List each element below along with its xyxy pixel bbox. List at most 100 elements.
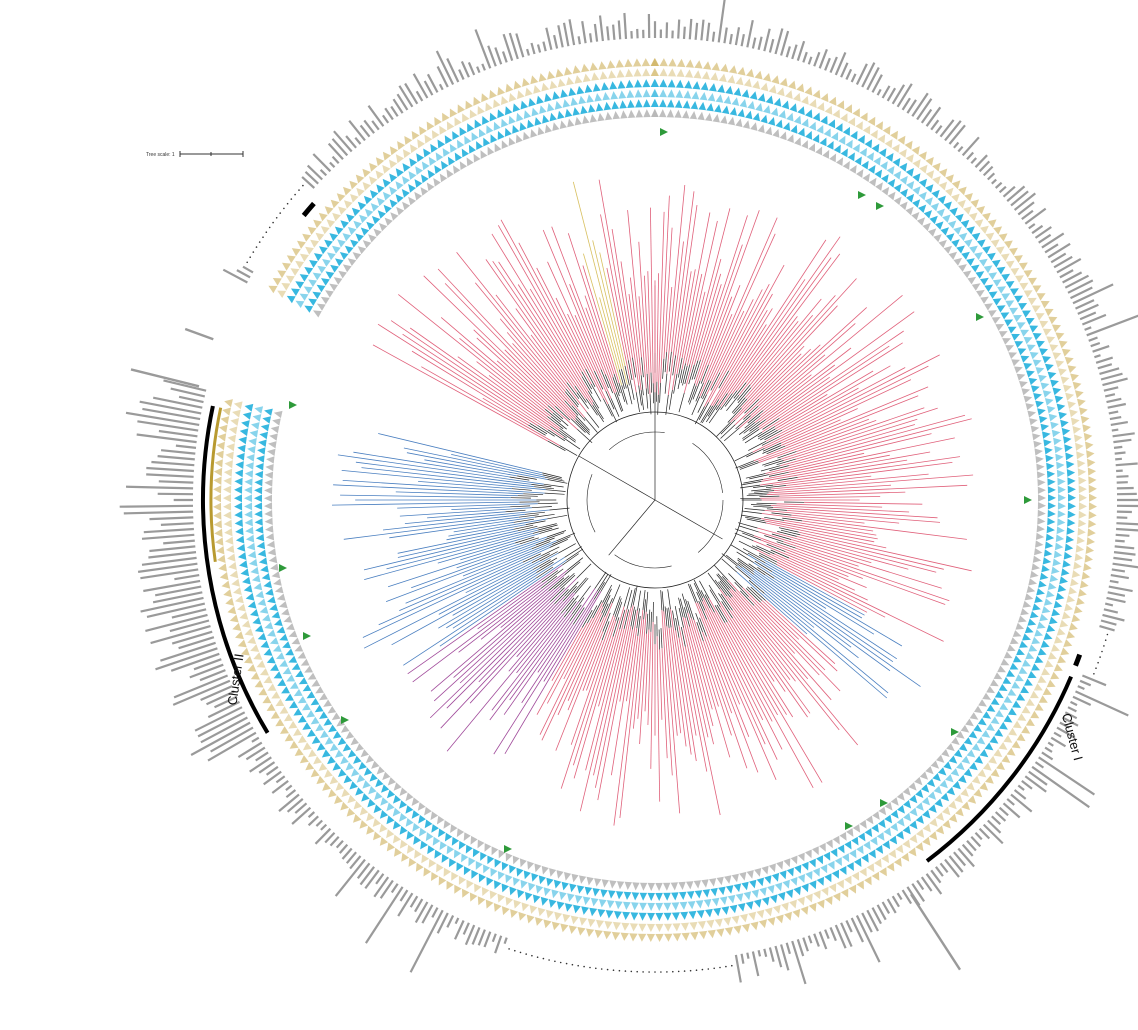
inner-branch bbox=[738, 422, 756, 435]
ring-triangle bbox=[363, 767, 373, 776]
ring-triangle bbox=[847, 117, 856, 127]
ring-triangle bbox=[969, 762, 978, 771]
ring-triangle bbox=[1035, 400, 1044, 408]
bar-mark bbox=[998, 185, 1007, 194]
ring-triangle bbox=[993, 748, 1003, 757]
ring-triangle bbox=[290, 268, 300, 276]
ring-triangle bbox=[822, 149, 830, 159]
ring-triangle bbox=[1072, 426, 1082, 434]
outer-bar-ring bbox=[119, 0, 1138, 985]
ring-triangle bbox=[996, 266, 1006, 275]
ring-triangle bbox=[973, 788, 983, 798]
inner-branch bbox=[629, 380, 635, 400]
tree-scale-label: Tree scale: 1 bbox=[146, 152, 175, 158]
ring-triangle bbox=[399, 825, 408, 835]
ring-triangle bbox=[990, 239, 1000, 248]
leaf-branch bbox=[795, 547, 950, 602]
ring-triangle bbox=[245, 526, 254, 535]
bar-mark bbox=[916, 98, 933, 121]
leaf-branch bbox=[776, 561, 886, 618]
inner-branch bbox=[720, 419, 736, 435]
bar-mark bbox=[970, 836, 982, 848]
ring-triangle bbox=[216, 546, 225, 555]
ring-triangle bbox=[274, 586, 284, 594]
ring-triangle bbox=[286, 255, 296, 264]
inner-branch bbox=[645, 591, 649, 612]
leaf-branch bbox=[595, 605, 634, 788]
ring-triangle bbox=[1031, 305, 1041, 313]
leaf-branch bbox=[340, 494, 511, 499]
leaf-branch bbox=[730, 588, 809, 680]
ring-triangle bbox=[293, 688, 303, 697]
bar-mark bbox=[1024, 207, 1047, 225]
ring-triangle bbox=[1061, 427, 1071, 436]
leaf-branch bbox=[409, 327, 551, 427]
ring-triangle bbox=[1043, 439, 1052, 447]
bar-mark bbox=[829, 56, 838, 74]
ring-triangle bbox=[1035, 313, 1045, 321]
inner-branch bbox=[534, 513, 555, 518]
ring-triangle bbox=[307, 729, 316, 737]
ring-triangle bbox=[425, 832, 434, 842]
leaf-branch bbox=[647, 631, 652, 726]
ring-triangle bbox=[497, 871, 505, 880]
ring-triangle bbox=[294, 644, 304, 652]
ring-triangle bbox=[383, 204, 392, 214]
ring-triangle bbox=[750, 921, 759, 931]
bar-mark bbox=[1110, 421, 1128, 426]
ring-triangle bbox=[819, 137, 827, 147]
ring-triangle bbox=[731, 915, 740, 925]
ring-triangle bbox=[713, 907, 721, 917]
ring-triangle bbox=[988, 310, 997, 318]
ring-triangle bbox=[871, 871, 880, 881]
ring-triangle bbox=[299, 274, 309, 282]
inner-branch bbox=[768, 471, 789, 477]
ring-triangle bbox=[859, 867, 867, 877]
ring-triangle bbox=[213, 493, 221, 503]
ring-triangle bbox=[1037, 675, 1047, 683]
ring-triangle bbox=[951, 180, 961, 190]
ring-triangle bbox=[925, 766, 934, 775]
ring-triangle bbox=[382, 151, 392, 161]
inner-branch bbox=[733, 398, 748, 415]
bar-mark bbox=[901, 889, 913, 905]
inner-branch bbox=[560, 574, 576, 590]
ring-triangle bbox=[289, 700, 299, 709]
ring-triangle bbox=[1060, 376, 1070, 385]
ring-triangle bbox=[848, 884, 857, 894]
ring-triangle bbox=[459, 127, 467, 136]
ring-triangle bbox=[912, 159, 921, 169]
inner-branch bbox=[766, 445, 786, 455]
ring-triangle bbox=[379, 837, 389, 846]
ring-triangle bbox=[990, 697, 1000, 705]
ring-triangle bbox=[1078, 519, 1087, 528]
ring-triangle bbox=[508, 115, 516, 125]
ring-triangle bbox=[981, 730, 991, 738]
ring-triangle bbox=[254, 486, 263, 495]
leaf-branch bbox=[606, 267, 631, 381]
ring-triangle bbox=[839, 832, 847, 841]
ring-triangle bbox=[501, 96, 509, 105]
ring-triangle bbox=[461, 148, 469, 158]
ring-triangle bbox=[706, 919, 715, 929]
ring-triangle bbox=[267, 448, 276, 456]
ring-triangle bbox=[594, 878, 602, 887]
ring-triangle bbox=[793, 92, 801, 102]
ring-triangle bbox=[1024, 678, 1033, 686]
ring-triangle bbox=[370, 203, 380, 212]
ring-triangle bbox=[737, 66, 746, 76]
ring-triangle bbox=[338, 206, 347, 215]
ring-triangle bbox=[794, 137, 801, 146]
ring-triangle bbox=[282, 667, 292, 675]
ring-triangle bbox=[235, 535, 245, 544]
ring-triangle bbox=[227, 434, 236, 443]
ring-triangle bbox=[259, 606, 269, 614]
dot-mark bbox=[514, 949, 516, 952]
leaf-branch bbox=[644, 275, 651, 395]
ring-triangle bbox=[414, 179, 423, 188]
ring-triangle bbox=[671, 902, 680, 911]
ring-triangle bbox=[735, 76, 744, 86]
ring-triangle bbox=[801, 118, 809, 128]
ring-triangle bbox=[262, 614, 271, 622]
